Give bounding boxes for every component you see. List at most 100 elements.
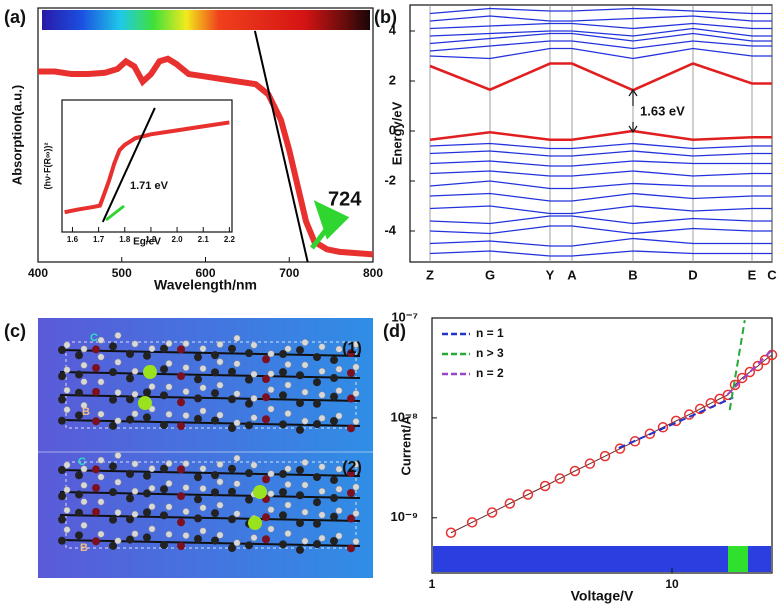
hydrogen (284, 481, 292, 488)
series-line (429, 22, 772, 30)
hydrogen (233, 510, 241, 518)
halogen (143, 365, 157, 379)
axis-letter: C (90, 332, 98, 344)
hydrogen (80, 345, 88, 353)
atom (160, 365, 168, 374)
hydrogen (199, 485, 207, 493)
atom (245, 541, 253, 550)
hydrogen (97, 336, 105, 344)
atom (109, 515, 117, 524)
hydrogen (352, 363, 360, 371)
hydrogen (80, 378, 88, 386)
series-line (101, 107, 156, 223)
hydrogen (352, 483, 360, 491)
atom (143, 351, 151, 360)
atom (143, 413, 151, 422)
atom (160, 541, 168, 550)
hydrogen (301, 537, 309, 545)
data-point (736, 372, 748, 384)
atom (262, 513, 270, 522)
atom (296, 545, 304, 554)
hydrogen (301, 388, 309, 396)
color-bar (433, 546, 771, 572)
hydrogen (216, 358, 224, 366)
atom (347, 489, 355, 498)
hydrogen (165, 503, 173, 511)
hydrogen (80, 521, 88, 529)
atom (109, 368, 117, 377)
hydrogen (267, 506, 275, 514)
data-point (759, 354, 771, 366)
atom (347, 514, 355, 523)
hydrogen (284, 501, 292, 509)
hydrogen (148, 484, 156, 492)
atom (279, 391, 287, 400)
atom (313, 540, 321, 549)
x-tick-label: 1.9 (145, 235, 157, 244)
series-line (429, 205, 772, 215)
x-tick-label: 2.0 (172, 235, 184, 244)
hydrogen (216, 531, 224, 539)
atom (177, 542, 185, 551)
atom (92, 387, 100, 396)
hydrogen (199, 504, 207, 512)
atom (347, 349, 355, 358)
data-point (522, 489, 534, 500)
plot-frame (431, 317, 773, 574)
hydrogen (250, 534, 258, 542)
hydrogen (335, 507, 343, 515)
atom (347, 544, 355, 553)
hydrogen (63, 386, 71, 394)
x-tick-label: Y (546, 267, 555, 282)
hydrogen (233, 334, 241, 342)
hydrogen (80, 498, 88, 506)
bond (59, 514, 361, 522)
hydrogen (165, 383, 173, 391)
hydrogen (284, 410, 292, 418)
atom (109, 342, 117, 351)
hydrogen (233, 454, 241, 462)
series-line (429, 160, 772, 167)
hydrogen (284, 345, 292, 353)
atom (92, 345, 100, 354)
atom (92, 465, 100, 474)
hydrogen (352, 390, 360, 397)
atom (194, 473, 202, 482)
atom (245, 469, 253, 478)
series-line (429, 170, 772, 177)
hydrogen (199, 345, 207, 353)
series-line (429, 40, 772, 52)
hydrogen (267, 470, 275, 478)
bond (59, 419, 361, 427)
hydrogen (114, 417, 122, 425)
atom (313, 420, 321, 429)
hydrogen (165, 530, 173, 538)
atom (160, 344, 168, 353)
panel-label: (c) (4, 321, 26, 341)
atom (194, 375, 202, 384)
hydrogen (301, 481, 309, 489)
atom (211, 536, 219, 545)
atom (211, 509, 219, 518)
atom (177, 372, 185, 381)
hydrogen (199, 365, 207, 373)
atom (330, 356, 338, 365)
atom (330, 512, 338, 521)
hydrogen (284, 530, 292, 538)
data-point (569, 465, 581, 477)
hydrogen (267, 525, 275, 533)
atom (330, 476, 338, 485)
atom (109, 462, 117, 471)
hydrogen (267, 386, 275, 394)
data-point (644, 428, 656, 440)
atom (313, 519, 321, 528)
hydrogen (318, 343, 326, 351)
y-tick-label: -2 (384, 172, 396, 187)
x-tick-label: 700 (279, 266, 299, 280)
hydrogen (216, 478, 224, 486)
hydrogen (182, 340, 190, 348)
x-axis-label: Eg/eV (133, 237, 161, 248)
x-tick-label: 2.1 (198, 235, 210, 244)
x-tick-label: 2.2 (224, 235, 236, 244)
